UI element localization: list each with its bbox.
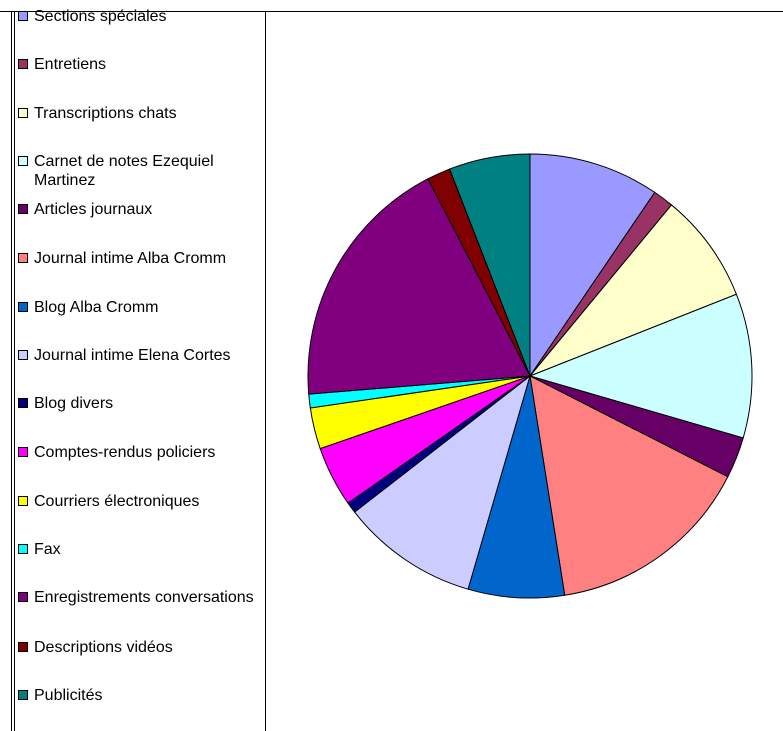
pie-chart (0, 0, 783, 731)
